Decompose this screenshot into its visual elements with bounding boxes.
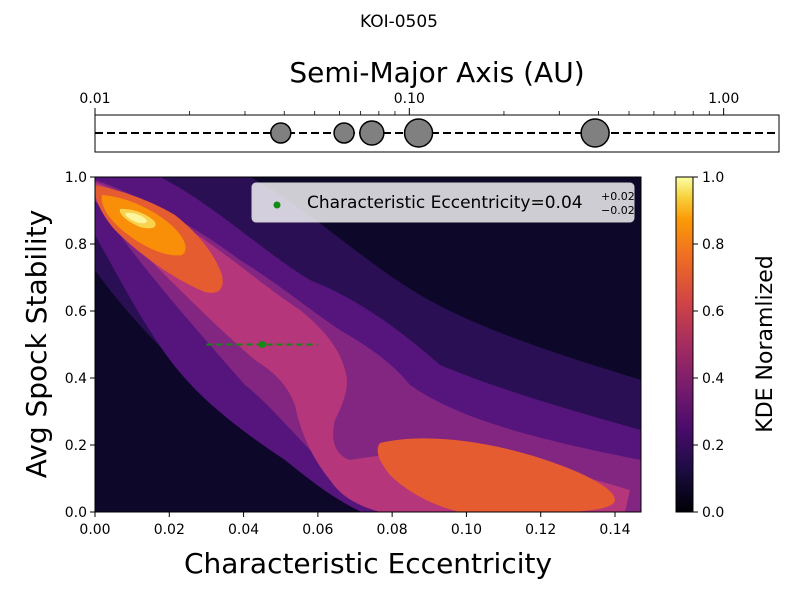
planet-axis-panel: Semi-Major Axis (AU) 0.01 0.10 1.00 xyxy=(79,56,780,153)
colorbar-label: KDE Noramlized xyxy=(753,255,778,432)
y-tick-label: 0.0 xyxy=(65,505,87,521)
colorbar-tick-label: 0.2 xyxy=(702,438,724,454)
legend-box xyxy=(251,182,635,223)
legend-label: Characteristic Eccentricity=0.04 xyxy=(307,193,583,213)
planet-axis-ticks: 0.01 0.10 1.00 xyxy=(79,91,739,115)
eccentricity-point xyxy=(258,341,266,348)
kde-contours xyxy=(95,177,641,512)
x-axis-label: Characteristic Eccentricity xyxy=(184,547,552,580)
planet-marker xyxy=(403,118,434,148)
contour-level-4 xyxy=(95,182,630,512)
colorbar: 0.0 0.2 0.4 0.6 0.8 1.0 KDE Noramlized xyxy=(675,170,778,521)
colorbar-tick-label: 0.4 xyxy=(702,371,724,387)
y-tick-label: 0.4 xyxy=(65,371,87,387)
top-tick-label: 0.01 xyxy=(79,91,110,107)
x-tick-label: 0.02 xyxy=(154,522,185,538)
contour-level-8 xyxy=(125,212,147,224)
eccentricity-point-group xyxy=(206,341,318,348)
x-tick-label: 0.10 xyxy=(451,522,482,538)
x-tick-label: 0.14 xyxy=(599,522,630,538)
legend-sup: +0.02 xyxy=(601,190,635,203)
y-tick-label: 0.8 xyxy=(65,237,87,253)
planet-marker xyxy=(580,118,610,148)
y-tick-label: 0.6 xyxy=(65,304,87,320)
planet-marker xyxy=(270,122,292,144)
planet-marker xyxy=(359,120,385,146)
x-tick-label: 0.12 xyxy=(525,522,556,538)
planet-axis-title: Semi-Major Axis (AU) xyxy=(289,56,584,89)
planet-marker xyxy=(333,122,355,144)
planet-markers xyxy=(270,118,610,148)
colorbar-tick-label: 1.0 xyxy=(702,170,724,186)
colorbar-tick-label: 0.0 xyxy=(702,505,724,521)
colorbar-ticks: 0.0 0.2 0.4 0.6 0.8 1.0 xyxy=(693,170,724,521)
y-tick-label: 1.0 xyxy=(65,170,87,186)
x-tick-label: 0.00 xyxy=(79,522,110,538)
y-axis-ticks: 0.0 0.2 0.4 0.6 0.8 1.0 xyxy=(65,170,95,521)
kde-frame xyxy=(94,176,642,513)
top-tick-label: 1.00 xyxy=(708,91,739,107)
y-tick-label: 0.2 xyxy=(65,438,87,454)
legend-sub: −0.02 xyxy=(601,204,635,217)
x-tick-label: 0.04 xyxy=(228,522,259,538)
colorbar-tick-label: 0.8 xyxy=(702,237,724,253)
legend: Characteristic Eccentricity=0.04 +0.02 −… xyxy=(251,182,635,223)
top-tick-label: 0.10 xyxy=(394,91,425,107)
colorbar-gradient xyxy=(675,176,694,513)
x-tick-label: 0.06 xyxy=(302,522,333,538)
colorbar-tick-label: 0.6 xyxy=(702,304,724,320)
kde-panel: 0.00 0.02 0.04 0.06 0.08 0.10 0.12 0.14 0.00.20… xyxy=(20,170,642,580)
y-axis-label: Avg Spock Stability xyxy=(20,210,53,479)
x-axis-ticks: 0.00 0.02 0.04 0.06 0.08 0.10 0.12 0.14 xyxy=(79,512,631,538)
figure-title: KOI-0505 xyxy=(360,12,438,32)
legend-marker xyxy=(273,201,281,209)
x-tick-label: 0.08 xyxy=(377,522,408,538)
